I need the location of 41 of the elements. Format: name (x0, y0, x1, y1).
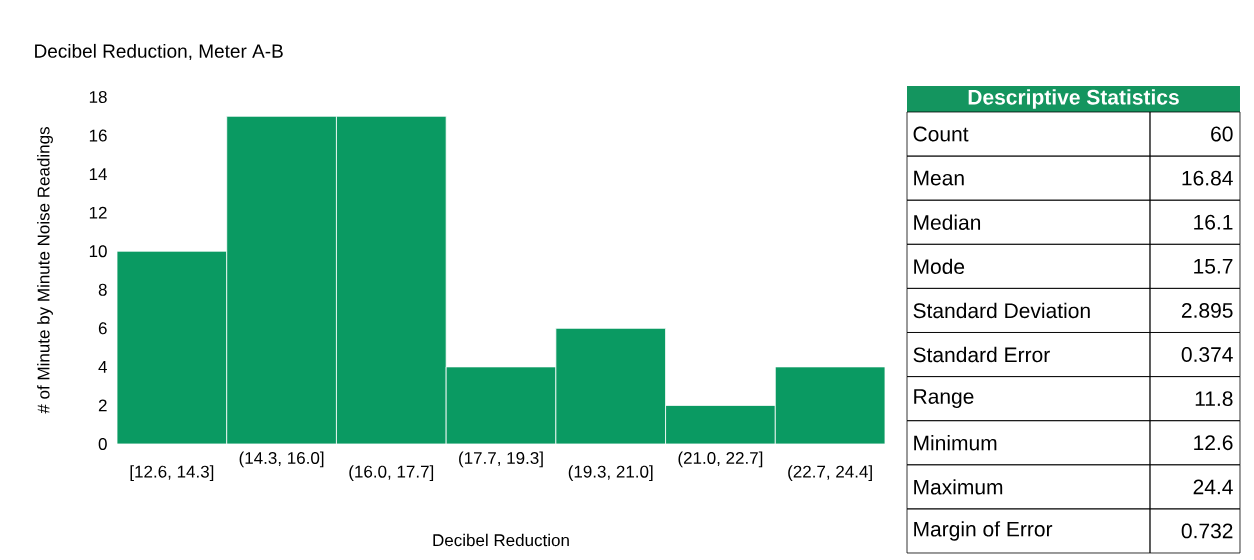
data-label: 16.1 (1194, 214, 1233, 230)
y-tick-label: 14 (89, 168, 107, 180)
data-label: 16.84 (1182, 170, 1233, 186)
y-tick-label: 6 (98, 322, 107, 335)
data-label: 2.895 (1181, 303, 1233, 318)
data-label: 0.732 (1181, 523, 1233, 539)
text: Descriptive Statistics (968, 89, 1179, 109)
x-tick-label: [12.6, 14.3] (130, 465, 214, 482)
category-label: Minimum (914, 435, 997, 451)
y-tick-label: 8 (98, 283, 107, 296)
y-tick-label: 18 (89, 90, 107, 104)
x-tick-label: (14.3, 16.0] (239, 451, 324, 468)
category-label: Standard Error (913, 346, 1050, 363)
y-tick-label: 2 (98, 399, 107, 412)
y-axis-title: # of Minute by Minute Noise Readings (37, 127, 53, 414)
category-label: Median (914, 214, 981, 230)
data-label: 11.8 (1195, 391, 1233, 407)
category-label: Mean (914, 170, 964, 186)
category-label: Range (914, 389, 974, 409)
data-label: 12.6 (1194, 435, 1233, 451)
y-tick-label: 10 (89, 245, 107, 258)
category-label: Margin of Error (914, 521, 1053, 541)
category-label: Maximum (914, 479, 1003, 495)
y-tick-label: 4 (98, 361, 107, 373)
data-label: 0.374 (1181, 347, 1233, 362)
x-axis-title: Decibel Reduction (433, 533, 569, 547)
x-tick-label: (16.0, 17.7] (349, 465, 434, 482)
data-label: 60 (1211, 126, 1233, 142)
data-label: 15.7 (1194, 259, 1233, 274)
x-tick-label: (21.0, 22.7] (678, 451, 763, 468)
x-tick-label: (22.7, 24.4] (788, 465, 872, 482)
category-label: Count (913, 126, 969, 142)
data-label: 24.4 (1193, 479, 1233, 495)
y-tick-label: 16 (89, 129, 107, 142)
category-label: Standard Deviation (913, 302, 1090, 319)
x-tick-label: (19.3, 21.0] (568, 465, 653, 482)
chart-title: Decibel Reduction, Meter A-B (35, 43, 283, 61)
y-tick-label: 0 (98, 437, 107, 451)
y-tick-label: 12 (89, 206, 107, 219)
x-tick-label: (17.7, 19.3] (459, 451, 543, 468)
category-label: Mode (914, 258, 965, 275)
